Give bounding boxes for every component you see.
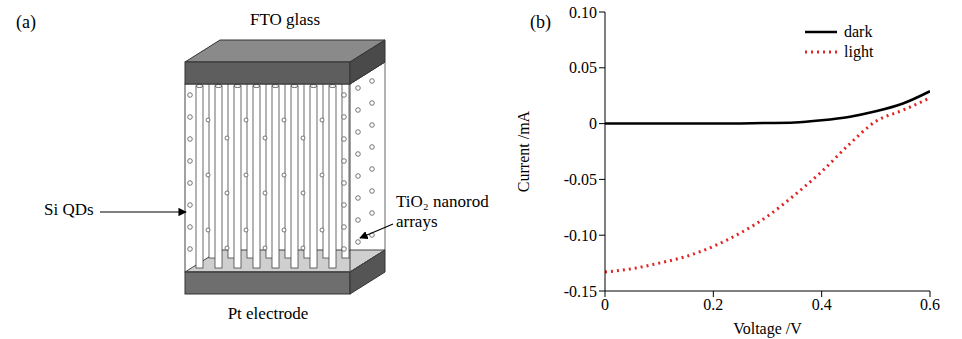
html-text:dark: dark bbox=[844, 23, 873, 40]
svg-text:Current /mA: Current /mA bbox=[515, 110, 532, 192]
svg-text:0.10: 0.10 bbox=[569, 4, 597, 21]
html-text:TiO₂ nanorod arrays: TiO₂ nanorod arrays bbox=[396, 192, 489, 231]
html-text:FTO glass: FTO glass bbox=[250, 10, 320, 29]
html-text:(b): (b) bbox=[530, 12, 551, 32]
svg-text:0: 0 bbox=[589, 115, 597, 132]
svg-text:0.4: 0.4 bbox=[812, 296, 832, 313]
svg-text:0.2: 0.2 bbox=[703, 296, 723, 313]
svg-text:-0.05: -0.05 bbox=[564, 171, 597, 188]
html-text:Pt electrode: Pt electrode bbox=[227, 304, 309, 323]
html-text:light: light bbox=[844, 43, 874, 60]
svg-text:-0.10: -0.10 bbox=[564, 227, 597, 244]
svg-text:0.05: 0.05 bbox=[569, 59, 597, 76]
html-text:(a): (a) bbox=[16, 12, 36, 32]
svg-text:Voltage /V: Voltage /V bbox=[733, 320, 802, 338]
svg-text:0.6: 0.6 bbox=[920, 296, 940, 313]
html-text:Si QDs: Si QDs bbox=[44, 200, 94, 219]
svg-text:0: 0 bbox=[601, 296, 609, 313]
svg-text:-0.15: -0.15 bbox=[564, 283, 597, 300]
